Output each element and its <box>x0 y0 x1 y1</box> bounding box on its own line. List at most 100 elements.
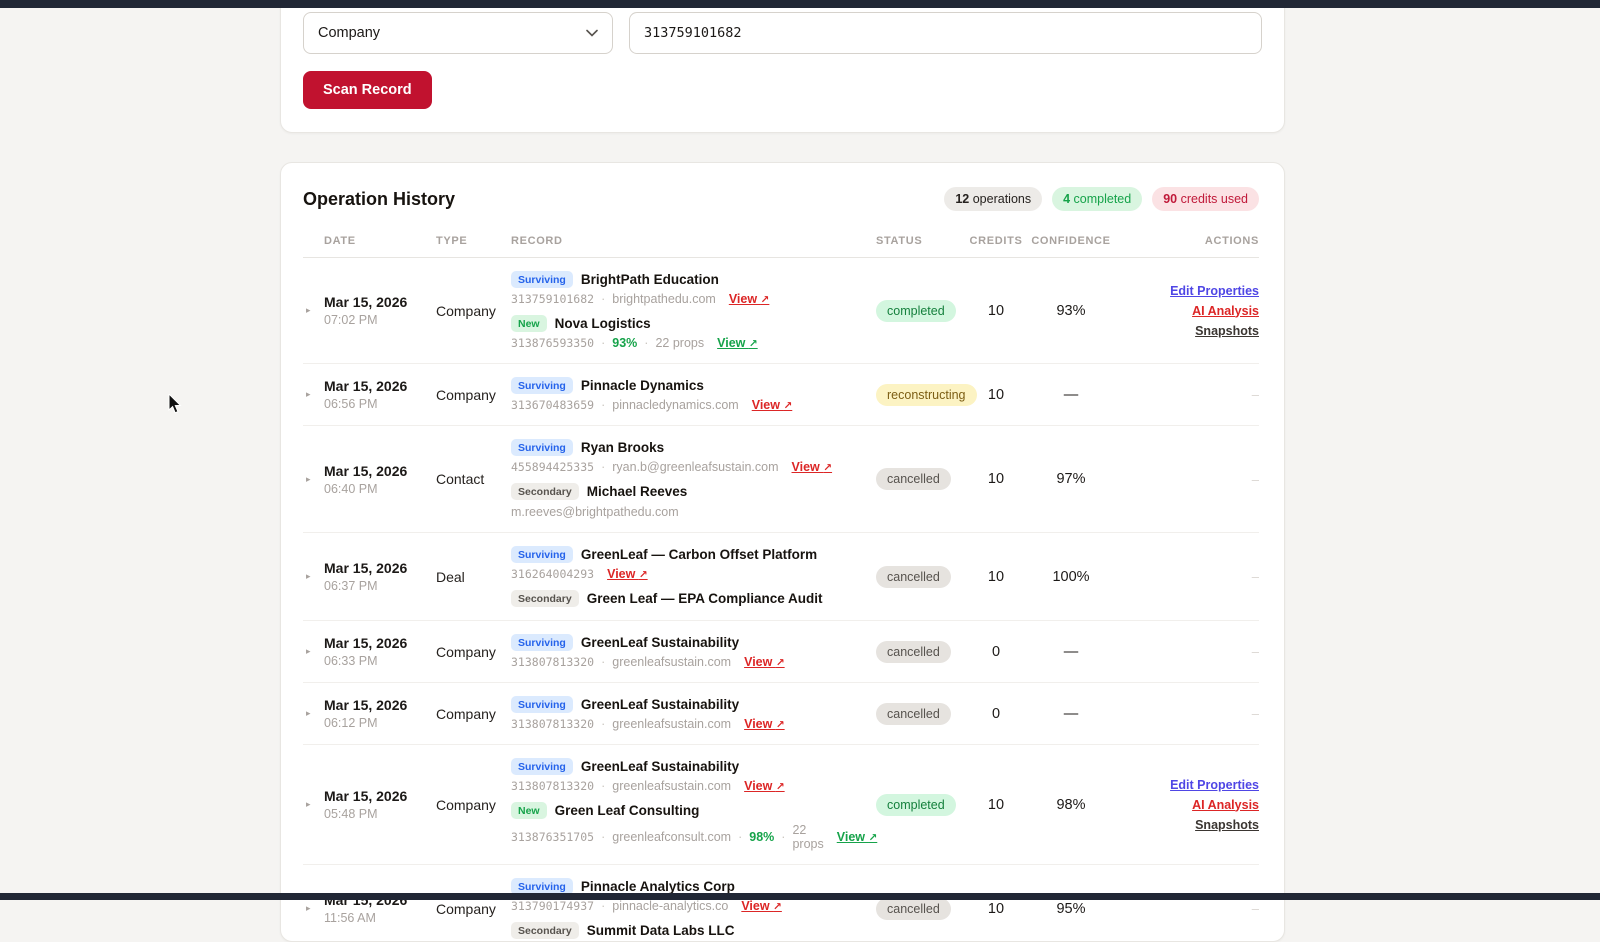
badge-text: credits used <box>1177 192 1248 206</box>
actions-empty-dash: – <box>1252 387 1259 402</box>
view-record-link[interactable]: View ↗ <box>752 398 793 412</box>
view-record-link[interactable]: View ↗ <box>717 336 758 350</box>
record-id-field: Record ID or HubSpot URL 313759101682 <box>629 0 1262 54</box>
confidence-cell: — <box>1026 644 1116 660</box>
record-title-line: Surviving GreenLeaf Sustainability <box>511 758 876 775</box>
row-time: 06:56 PM <box>324 397 436 411</box>
expand-caret-icon[interactable]: ▸ <box>303 305 324 316</box>
view-record-link[interactable]: View ↗ <box>607 567 648 581</box>
column-header-credits: CREDITS <box>966 235 1026 247</box>
confidence-cell: 98% <box>1026 797 1116 813</box>
date-cell: Mar 15, 202606:37 PM <box>324 560 436 593</box>
scan-form-card: Object type Company Record ID or HubSpot… <box>280 0 1285 133</box>
badge-count: 12 <box>955 192 969 206</box>
action-link-edit-properties[interactable]: Edit Properties <box>1170 778 1259 792</box>
record-id: 316264004293 <box>511 567 594 581</box>
mouse-cursor <box>168 394 183 420</box>
record-role-pill: Surviving <box>511 439 573 456</box>
expand-caret-icon[interactable]: ▸ <box>303 708 324 719</box>
record-meta-line: 313876593350·93%·22 propsView ↗ <box>511 336 876 350</box>
scan-record-button[interactable]: Scan Record <box>303 71 432 109</box>
separator-dot: · <box>601 655 605 669</box>
actions-cell: – <box>1116 901 1259 916</box>
status-cell: cancelled <box>876 470 966 488</box>
action-link-ai-analysis[interactable]: AI Analysis <box>1192 798 1259 812</box>
record-id-input[interactable]: 313759101682 <box>629 12 1262 54</box>
record-name: Green Leaf Consulting <box>555 803 700 818</box>
top-window-bar <box>0 0 1600 8</box>
type-cell: Company <box>436 303 511 319</box>
record-meta-line: 313807813320·greenleafsustain.comView ↗ <box>511 717 876 731</box>
record-cell: SurvivingGreenLeaf Sustainability 3138078… <box>511 696 876 731</box>
operation-history-title: Operation History <box>303 189 455 210</box>
record-meta-line: 313876351705·greenleafconsult.com·98%·22… <box>511 823 876 851</box>
match-percent: 93% <box>612 336 637 350</box>
view-record-link[interactable]: View ↗ <box>744 655 785 669</box>
confidence-cell: — <box>1026 387 1116 403</box>
actions-cell: – <box>1116 644 1259 659</box>
record-entry: SecondaryGreen Leaf — EPA Compliance Aud… <box>511 590 876 607</box>
external-link-arrow-icon: ↗ <box>639 569 648 581</box>
view-record-link[interactable]: View ↗ <box>837 830 878 844</box>
props-count: 22 props <box>655 336 704 350</box>
date-cell: Mar 15, 202606:12 PM <box>324 697 436 730</box>
row-date: Mar 15, 2026 <box>324 463 436 479</box>
status-badge: completed <box>876 300 956 322</box>
history-badge-completed: 4 completed <box>1052 187 1142 211</box>
expand-caret-icon[interactable]: ▸ <box>303 474 324 485</box>
status-cell: cancelled <box>876 643 966 661</box>
record-name: Michael Reeves <box>587 484 688 499</box>
record-cell: SurvivingPinnacle Dynamics313670483659·p… <box>511 377 876 412</box>
expand-caret-icon[interactable]: ▸ <box>303 389 324 400</box>
record-entry: NewNova Logistics313876593350·93%·22 pro… <box>511 315 876 350</box>
column-header-actions: ACTIONS <box>1116 235 1259 247</box>
view-record-link[interactable]: View ↗ <box>741 899 782 913</box>
record-role-pill: New <box>511 315 547 332</box>
view-record-link[interactable]: View ↗ <box>744 717 785 731</box>
record-name: Pinnacle Dynamics <box>581 378 704 393</box>
record-name: BrightPath Education <box>581 272 719 287</box>
status-cell: cancelled <box>876 900 966 918</box>
status-badge: completed <box>876 794 956 816</box>
credits-cell: 10 <box>966 303 1026 319</box>
type-cell: Contact <box>436 471 511 487</box>
expand-caret-icon[interactable]: ▸ <box>303 799 324 810</box>
row-time: 06:12 PM <box>324 716 436 730</box>
record-domain: greenleafconsult.com <box>612 830 731 844</box>
expand-caret-icon[interactable]: ▸ <box>303 646 324 657</box>
record-entry: SurvivingBrightPath Education31375910168… <box>511 271 876 306</box>
actions-cell: Edit Properties AI Analysis Snapshots <box>1116 778 1259 832</box>
type-cell: Company <box>436 797 511 813</box>
record-domain: brightpathedu.com <box>612 292 716 306</box>
record-title-line: SecondaryMichael Reeves <box>511 483 876 500</box>
action-link-ai-analysis[interactable]: AI Analysis <box>1192 304 1259 318</box>
record-title-line: SurvivingGreenLeaf Sustainability <box>511 696 876 713</box>
record-meta-line: 313790174937·pinnacle-analytics.coView ↗ <box>511 899 876 913</box>
actions-cell: – <box>1116 569 1259 584</box>
record-name: Pinnacle Analytics Corp <box>581 879 735 894</box>
view-record-link[interactable]: View ↗ <box>744 779 785 793</box>
action-link-snapshots[interactable]: Snapshots <box>1195 818 1259 832</box>
record-title-line: SurvivingRyan Brooks <box>511 439 876 456</box>
credits-cell: 10 <box>966 901 1026 917</box>
status-badge: reconstructing <box>876 384 977 406</box>
record-id: 313876593350 <box>511 336 594 350</box>
expand-caret-icon[interactable]: ▸ <box>303 571 324 582</box>
badge-text: operations <box>969 192 1031 206</box>
action-link-edit-properties[interactable]: Edit Properties <box>1170 284 1259 298</box>
record-name: Green Leaf — EPA Compliance Audit <box>587 591 823 606</box>
row-time: 06:37 PM <box>324 579 436 593</box>
record-entry: SurvivingGreenLeaf Sustainability3138078… <box>511 758 876 793</box>
object-type-select[interactable]: Company <box>303 12 613 54</box>
action-link-snapshots[interactable]: Snapshots <box>1195 324 1259 338</box>
object-type-field: Object type Company <box>303 0 613 54</box>
record-role-pill: Surviving <box>511 377 573 394</box>
record-cell: SurvivingGreenLeaf Sustainability3138078… <box>511 634 876 669</box>
record-role-pill: Surviving <box>511 758 573 775</box>
expand-caret-icon[interactable]: ▸ <box>303 903 324 914</box>
row-date: Mar 15, 2026 <box>324 294 436 310</box>
external-link-arrow-icon: ↗ <box>823 462 832 474</box>
record-name: GreenLeaf Sustainability <box>581 759 739 774</box>
view-record-link[interactable]: View ↗ <box>729 292 770 306</box>
view-record-link[interactable]: View ↗ <box>792 460 833 474</box>
